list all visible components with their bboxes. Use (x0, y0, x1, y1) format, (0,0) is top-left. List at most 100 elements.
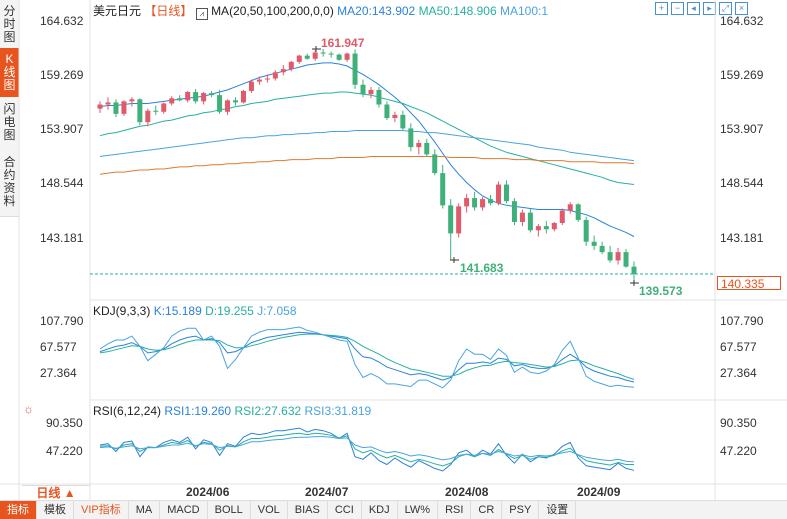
ma-line-ma20 (99, 62, 635, 237)
price-axis-label-l: 148.544 (40, 176, 84, 190)
rsi-line-rsi2 (99, 432, 634, 467)
kdj-legend: KDJ(9,3,3) K:15.189 D:19.255 J:7.058 (93, 304, 297, 318)
price-chart[interactable] (0, 0, 787, 500)
price-axis-label-r: 153.907 (720, 122, 764, 136)
candle-body (129, 99, 135, 102)
candle-body (575, 204, 581, 220)
bottom-tab-设置[interactable]: 设置 (539, 501, 577, 519)
bottom-tab-rsi[interactable]: RSI (438, 501, 472, 519)
candle-body (384, 104, 390, 119)
x-axis-label: 2024/07 (305, 485, 349, 499)
candle-body (177, 98, 183, 101)
candle-body (480, 199, 486, 208)
kdj-axis-label: 27.364 (40, 366, 77, 380)
candle-body (527, 212, 533, 231)
candle-body (464, 198, 470, 207)
candle-body (599, 245, 605, 253)
x-axis-label: 2024/08 (445, 485, 489, 499)
kdj-axis-label: 107.790 (40, 314, 84, 328)
bottom-tab-vip指标[interactable]: VIP指标 (74, 501, 129, 519)
candle-body (583, 219, 589, 242)
chart-legend: 美元日元 【日线】 ⩘ MA(20,50,100,200,0,0) MA20:1… (93, 2, 548, 20)
candle-body (328, 53, 334, 55)
bottom-tab-lw[interactable]: LW% (398, 501, 439, 519)
bottom-tab-cr[interactable]: CR (471, 501, 503, 519)
rsi-axis-label: 90.350 (720, 416, 757, 430)
candle-body (511, 201, 517, 222)
ma-settings-icon[interactable]: ⩘ (195, 8, 208, 20)
bottom-tab-kdj[interactable]: KDJ (362, 501, 398, 519)
rsi-legend: RSI(6,12,24) RSI1:19.260 RSI2:27.632 RSI… (93, 404, 371, 418)
price-axis-label-l: 164.632 (40, 14, 84, 28)
candle-body (400, 114, 406, 129)
candle-body (153, 110, 159, 112)
candle-body (161, 103, 167, 112)
rsi-axis-label: 47.220 (720, 444, 757, 458)
ma20-value: MA20:143.902 (337, 4, 416, 18)
ma50-value: MA50:148.906 (418, 4, 497, 18)
ma100-value: MA100:1 (499, 4, 548, 18)
close-icon[interactable]: × (735, 2, 748, 15)
candle-body (304, 55, 310, 59)
x-axis-label: 2024/06 (186, 485, 230, 499)
bottom-tab-bias[interactable]: BIAS (288, 501, 328, 519)
kdj-j-value: J:7.058 (257, 304, 297, 318)
candle-body (368, 89, 374, 95)
candle-body (496, 184, 502, 204)
side-tab-3[interactable]: 合约资料 (0, 147, 19, 217)
price-axis-label-r: 148.544 (720, 176, 764, 190)
bottom-tab-psy[interactable]: PSY (502, 501, 540, 519)
candle-body (272, 72, 278, 79)
candle-body (296, 55, 302, 62)
candle-body (320, 52, 326, 54)
bottom-tab-boll[interactable]: BOLL (208, 501, 251, 519)
low-price-label-2: 139.573 (639, 284, 683, 298)
bottom-tab-模板[interactable]: 模板 (37, 501, 74, 519)
candle-body (519, 212, 525, 222)
low-price-label-1: 141.683 (460, 261, 504, 275)
ma-line-ma50 (99, 91, 635, 185)
kdj-axis-label: 67.577 (720, 340, 757, 354)
kdj-label: KDJ(9,3,3) (93, 304, 151, 318)
zoom-out-icon[interactable]: − (671, 2, 684, 15)
candle-body (559, 210, 565, 224)
side-tab-0[interactable]: 分时图 (0, 0, 19, 49)
period-tag[interactable]: 【日线】 (144, 4, 193, 18)
rsi-label: RSI(6,12,24) (93, 404, 162, 418)
candle-body (240, 90, 246, 103)
candle-body (591, 241, 597, 246)
candle-body (607, 252, 613, 261)
indicator-settings-icon[interactable]: ☼ (23, 402, 34, 416)
kdj-k-value: K:15.189 (153, 304, 202, 318)
fullscreen-icon[interactable]: ⤢ (719, 2, 732, 15)
bottom-tab-vol[interactable]: VOL (251, 501, 288, 519)
candle-body (217, 95, 223, 112)
bottom-tab-macd[interactable]: MACD (160, 501, 208, 519)
bottom-tab-cci[interactable]: CCI (328, 501, 362, 519)
candle-body (209, 93, 215, 96)
candle-body (145, 110, 151, 123)
period-selector[interactable]: 日线 ▲ (22, 485, 90, 501)
symbol-name: 美元日元 (93, 4, 142, 18)
bottom-tab-ma[interactable]: MA (129, 501, 161, 519)
candle-body (280, 69, 286, 73)
candle-body (376, 89, 382, 105)
candle-body (535, 226, 541, 231)
candle-body (543, 226, 549, 230)
current-price-tag: 140.335 (717, 276, 781, 291)
candle-body (631, 266, 637, 274)
move-left-icon[interactable]: ◂ (687, 2, 700, 15)
bottom-tab-指标[interactable]: 指标 (0, 501, 37, 519)
candle-body (137, 99, 143, 123)
candle-body (185, 92, 191, 101)
zoom-in-icon[interactable]: + (655, 2, 668, 15)
candle-body (264, 78, 270, 80)
price-axis-label-l: 143.181 (40, 231, 84, 245)
side-tab-2[interactable]: 闪电图 (0, 97, 19, 148)
candle-body (623, 252, 629, 267)
price-axis-label-r: 143.181 (720, 231, 764, 245)
candle-body (169, 98, 175, 104)
candle-body (567, 204, 573, 211)
ma-line-ma200 (99, 156, 635, 175)
